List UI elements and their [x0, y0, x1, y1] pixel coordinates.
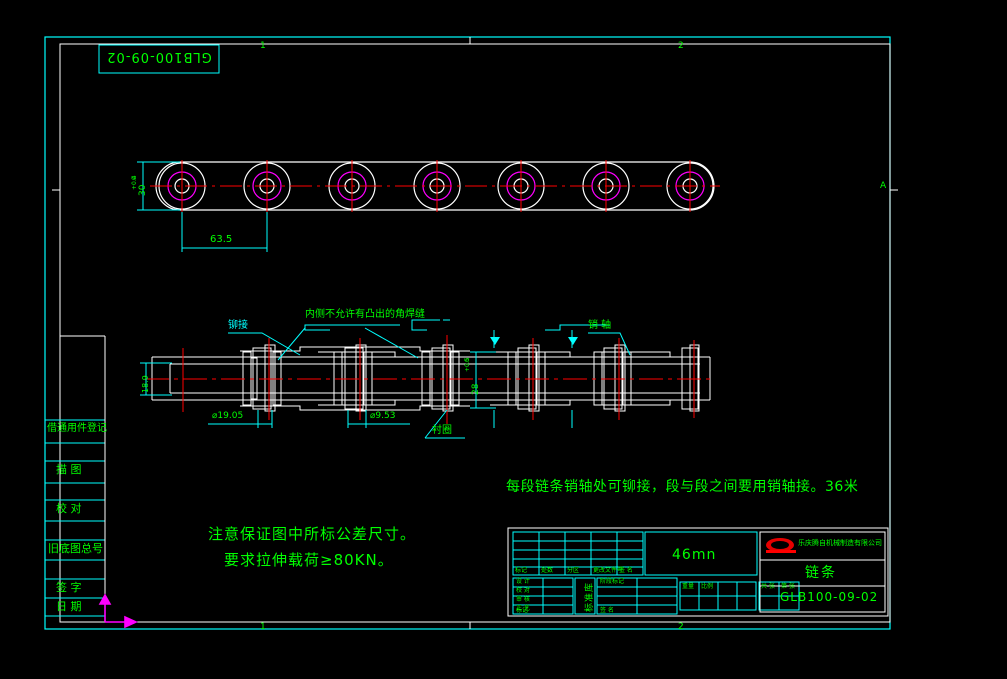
callout-rivet-label: 铆接 — [228, 320, 248, 331]
tb-right-header-2: 共 张 — [761, 583, 775, 590]
left-margin-row-3: 签 字 — [56, 581, 82, 594]
sheet-border-inner — [59, 43, 891, 623]
tb-header-2: 分区 — [567, 567, 580, 574]
callout-pin-shaft-label: 销 轴 — [588, 320, 612, 331]
section-view-geometry — [151, 344, 711, 412]
note-line-2: 要求拉伸载荷≥80KN。 — [224, 551, 394, 569]
tb-bottom-label-0: 标记 — [516, 607, 529, 614]
title-block-right-panel — [759, 531, 886, 613]
part-tag-box — [98, 44, 220, 74]
tb-header-1: 处数 — [541, 567, 554, 574]
tb-bottom-label-3: 签 名 — [600, 607, 614, 614]
zone-label-bottom-2: 2 — [678, 622, 684, 632]
left-margin-row-2: 旧底图总号 — [48, 542, 103, 555]
zone-label-right-a: A — [880, 181, 887, 191]
left-margin-row-1: 校 对 — [56, 502, 82, 515]
company-logo-icon — [766, 538, 796, 553]
company-name-label: 乐庆腾自机械制造有限公司 — [798, 539, 882, 547]
sheet-border-outer — [44, 36, 891, 630]
left-margin-row-0: 描 图 — [56, 463, 82, 476]
top-view-height-dimension — [137, 161, 180, 211]
note-line-1: 注意保证图中所标公差尺寸。 — [208, 525, 417, 543]
zone-label-bottom-1: 1 — [260, 622, 266, 632]
top-view-pitch-dimension — [181, 212, 268, 252]
drawing-title-label: 链条 — [805, 565, 837, 581]
section-view-dimensions — [140, 330, 573, 428]
drawing-number-label: GLB100-09-02 — [780, 590, 879, 604]
tb-header-3: 更改文件号 — [593, 567, 624, 574]
tb-header-0: 标记 — [515, 567, 528, 574]
title-block-frame — [507, 527, 889, 617]
dimension-plate-height-tol-lower: 0 — [464, 358, 471, 362]
tb-right-header-1: 比例 — [701, 583, 714, 590]
tb-left-row-2: 审 核 — [516, 596, 530, 603]
section-view-arrows — [490, 337, 578, 345]
top-view-height-label: 30 — [138, 184, 148, 196]
zone-label-top-1: 1 — [260, 41, 266, 51]
title-block-grid — [512, 531, 800, 615]
tb-right-header-3: 第 张 — [781, 583, 795, 590]
part-tag-label: GLB100-09-02 — [106, 49, 212, 64]
note-top-right: 每段链条销轴处可铆接，段与段之间要用销轴接。36米 — [506, 479, 859, 495]
top-view-pitch-label: 63.5 — [210, 234, 233, 245]
tb-right-header-0: 重量 — [682, 583, 695, 590]
dimension-roller-dia: ⌀19.05 — [212, 411, 244, 421]
tb-header-4: 签 名 — [619, 567, 633, 574]
ucs-axis-icon — [98, 593, 138, 629]
tb-left-row-0: 设 计 — [516, 578, 530, 585]
section-view-leaders — [228, 319, 631, 439]
tb-stage-label: 阶段标记 — [600, 578, 625, 585]
callout-weld-note-label: 内侧不允许有凸出的角焊缝 — [305, 309, 425, 320]
zone-label-top-2: 2 — [678, 41, 684, 51]
dimension-pin-dia: ⌀9.53 — [370, 411, 396, 421]
tb-left-row-1: 校 对 — [516, 587, 530, 594]
top-view-height-tol-lower: 0 — [131, 176, 138, 180]
top-view-geometry — [150, 160, 720, 212]
dimension-inner-width: 18.9 — [141, 375, 150, 393]
section-view-centrelines — [145, 335, 715, 424]
tb-left-row-3: 工 艺 — [516, 605, 530, 612]
left-margin-header: 借通用件登记 — [47, 423, 107, 434]
callout-sleeve-label: 衬圈 — [432, 425, 452, 436]
title-block-material: 46mn — [672, 547, 717, 563]
dimension-plate-height: 28 — [471, 383, 481, 395]
tb-std-vertical-label: 标准库 — [585, 581, 595, 612]
left-margin-row-4: 日 期 — [56, 600, 82, 613]
